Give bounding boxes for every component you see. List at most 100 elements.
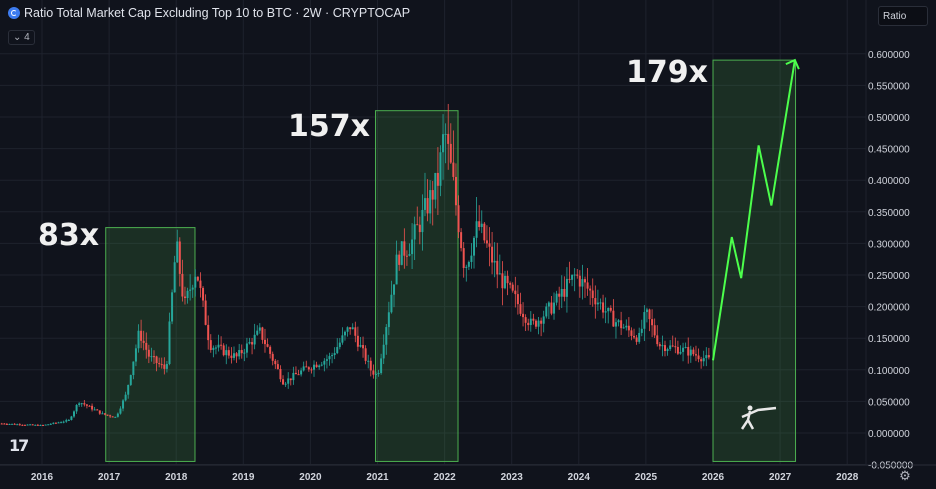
candle-body	[289, 378, 292, 381]
candles	[0, 103, 710, 426]
candle-body	[351, 327, 354, 330]
candle-body	[687, 346, 690, 356]
candle-body	[418, 224, 421, 233]
candle-body	[591, 290, 594, 299]
candle-body	[103, 413, 106, 415]
candle-body	[596, 302, 599, 305]
candle-body	[511, 284, 514, 291]
candle-body	[346, 327, 349, 332]
candle-body	[88, 405, 91, 407]
candle-body	[545, 306, 548, 317]
candle-body	[98, 410, 101, 414]
candle-body	[387, 312, 390, 328]
candle-body	[534, 320, 537, 327]
candle-body	[78, 403, 81, 406]
candle-body	[292, 372, 295, 381]
candle-body	[18, 424, 21, 426]
candle-body	[573, 274, 576, 276]
candle-body	[0, 423, 3, 425]
candle-body	[679, 351, 682, 354]
candle-body	[434, 172, 437, 200]
candle-body	[439, 152, 442, 186]
candle-body	[465, 266, 468, 268]
candle-body	[199, 280, 202, 288]
candle-body	[341, 335, 344, 343]
candle-body	[235, 353, 238, 357]
projection-line	[712, 59, 796, 361]
candle-body	[287, 378, 290, 384]
candle-body	[160, 364, 163, 366]
candle-body	[563, 288, 566, 297]
candle-body	[617, 320, 620, 323]
candle-body	[571, 274, 574, 280]
x-tick-label: 2018	[165, 472, 188, 483]
x-tick-label: 2023	[501, 472, 524, 483]
fencer-body	[740, 406, 777, 430]
candle-body	[707, 355, 710, 358]
candle-body	[230, 355, 233, 358]
indicator-count: 4	[24, 32, 30, 43]
candle-body	[372, 370, 375, 375]
candle-body	[478, 221, 481, 228]
candle-body	[36, 424, 39, 426]
candle-body	[560, 288, 563, 297]
candle-body	[225, 350, 228, 356]
candle-body	[116, 413, 119, 417]
candle-body	[452, 162, 455, 177]
candle-body	[315, 364, 318, 368]
candle-body	[666, 349, 669, 352]
candle-body	[640, 328, 643, 333]
candle-body	[645, 309, 648, 313]
candle-body	[395, 254, 398, 285]
candle-body	[356, 335, 359, 347]
candle-body	[93, 409, 96, 411]
candle-body	[643, 312, 646, 329]
candle-body	[328, 356, 331, 360]
candle-body	[602, 302, 605, 313]
candle-body	[550, 302, 553, 314]
candle-body	[158, 363, 161, 365]
candle-body	[630, 330, 633, 336]
chart-title-text: Ratio Total Market Cap Excluding Top 10 …	[24, 6, 411, 20]
candle-body	[209, 340, 212, 350]
candle-body	[129, 375, 132, 385]
candle-body	[537, 320, 540, 327]
scale-ratio-button[interactable]: Ratio	[878, 6, 928, 26]
candle-body	[542, 316, 545, 324]
candle-body	[625, 325, 628, 328]
candle-body	[119, 408, 122, 414]
candle-body	[382, 344, 385, 359]
candle-body	[29, 424, 32, 426]
candle-body	[692, 349, 695, 355]
candle-body	[127, 384, 130, 395]
candle-body	[651, 319, 654, 326]
candle-body	[220, 344, 223, 346]
candle-body	[173, 262, 176, 293]
candle-body	[380, 358, 383, 374]
candle-body	[576, 274, 579, 276]
candle-body	[65, 420, 68, 422]
candle-body	[202, 287, 205, 301]
candle-body	[23, 424, 26, 426]
candle-body	[614, 322, 617, 327]
y-tick-label: 0.150000	[868, 334, 910, 345]
candle-body	[80, 403, 83, 405]
candle-body	[697, 355, 700, 360]
candle-body	[423, 198, 426, 210]
candle-body	[411, 239, 414, 255]
candle-body	[323, 360, 326, 365]
settings-gear-icon[interactable]: ⚙	[899, 468, 911, 483]
indicator-collapse-button[interactable]: ⌄ 4	[8, 30, 35, 45]
candle-body	[217, 344, 220, 348]
candle-body	[581, 279, 584, 287]
candle-body	[96, 409, 99, 411]
x-tick-label: 2027	[769, 472, 792, 483]
candle-body	[648, 309, 651, 320]
candle-body	[501, 273, 504, 289]
candle-body	[101, 413, 104, 415]
candle-body	[506, 275, 509, 284]
candle-body	[258, 327, 261, 331]
candle-body	[442, 134, 445, 153]
candle-body	[34, 424, 37, 426]
